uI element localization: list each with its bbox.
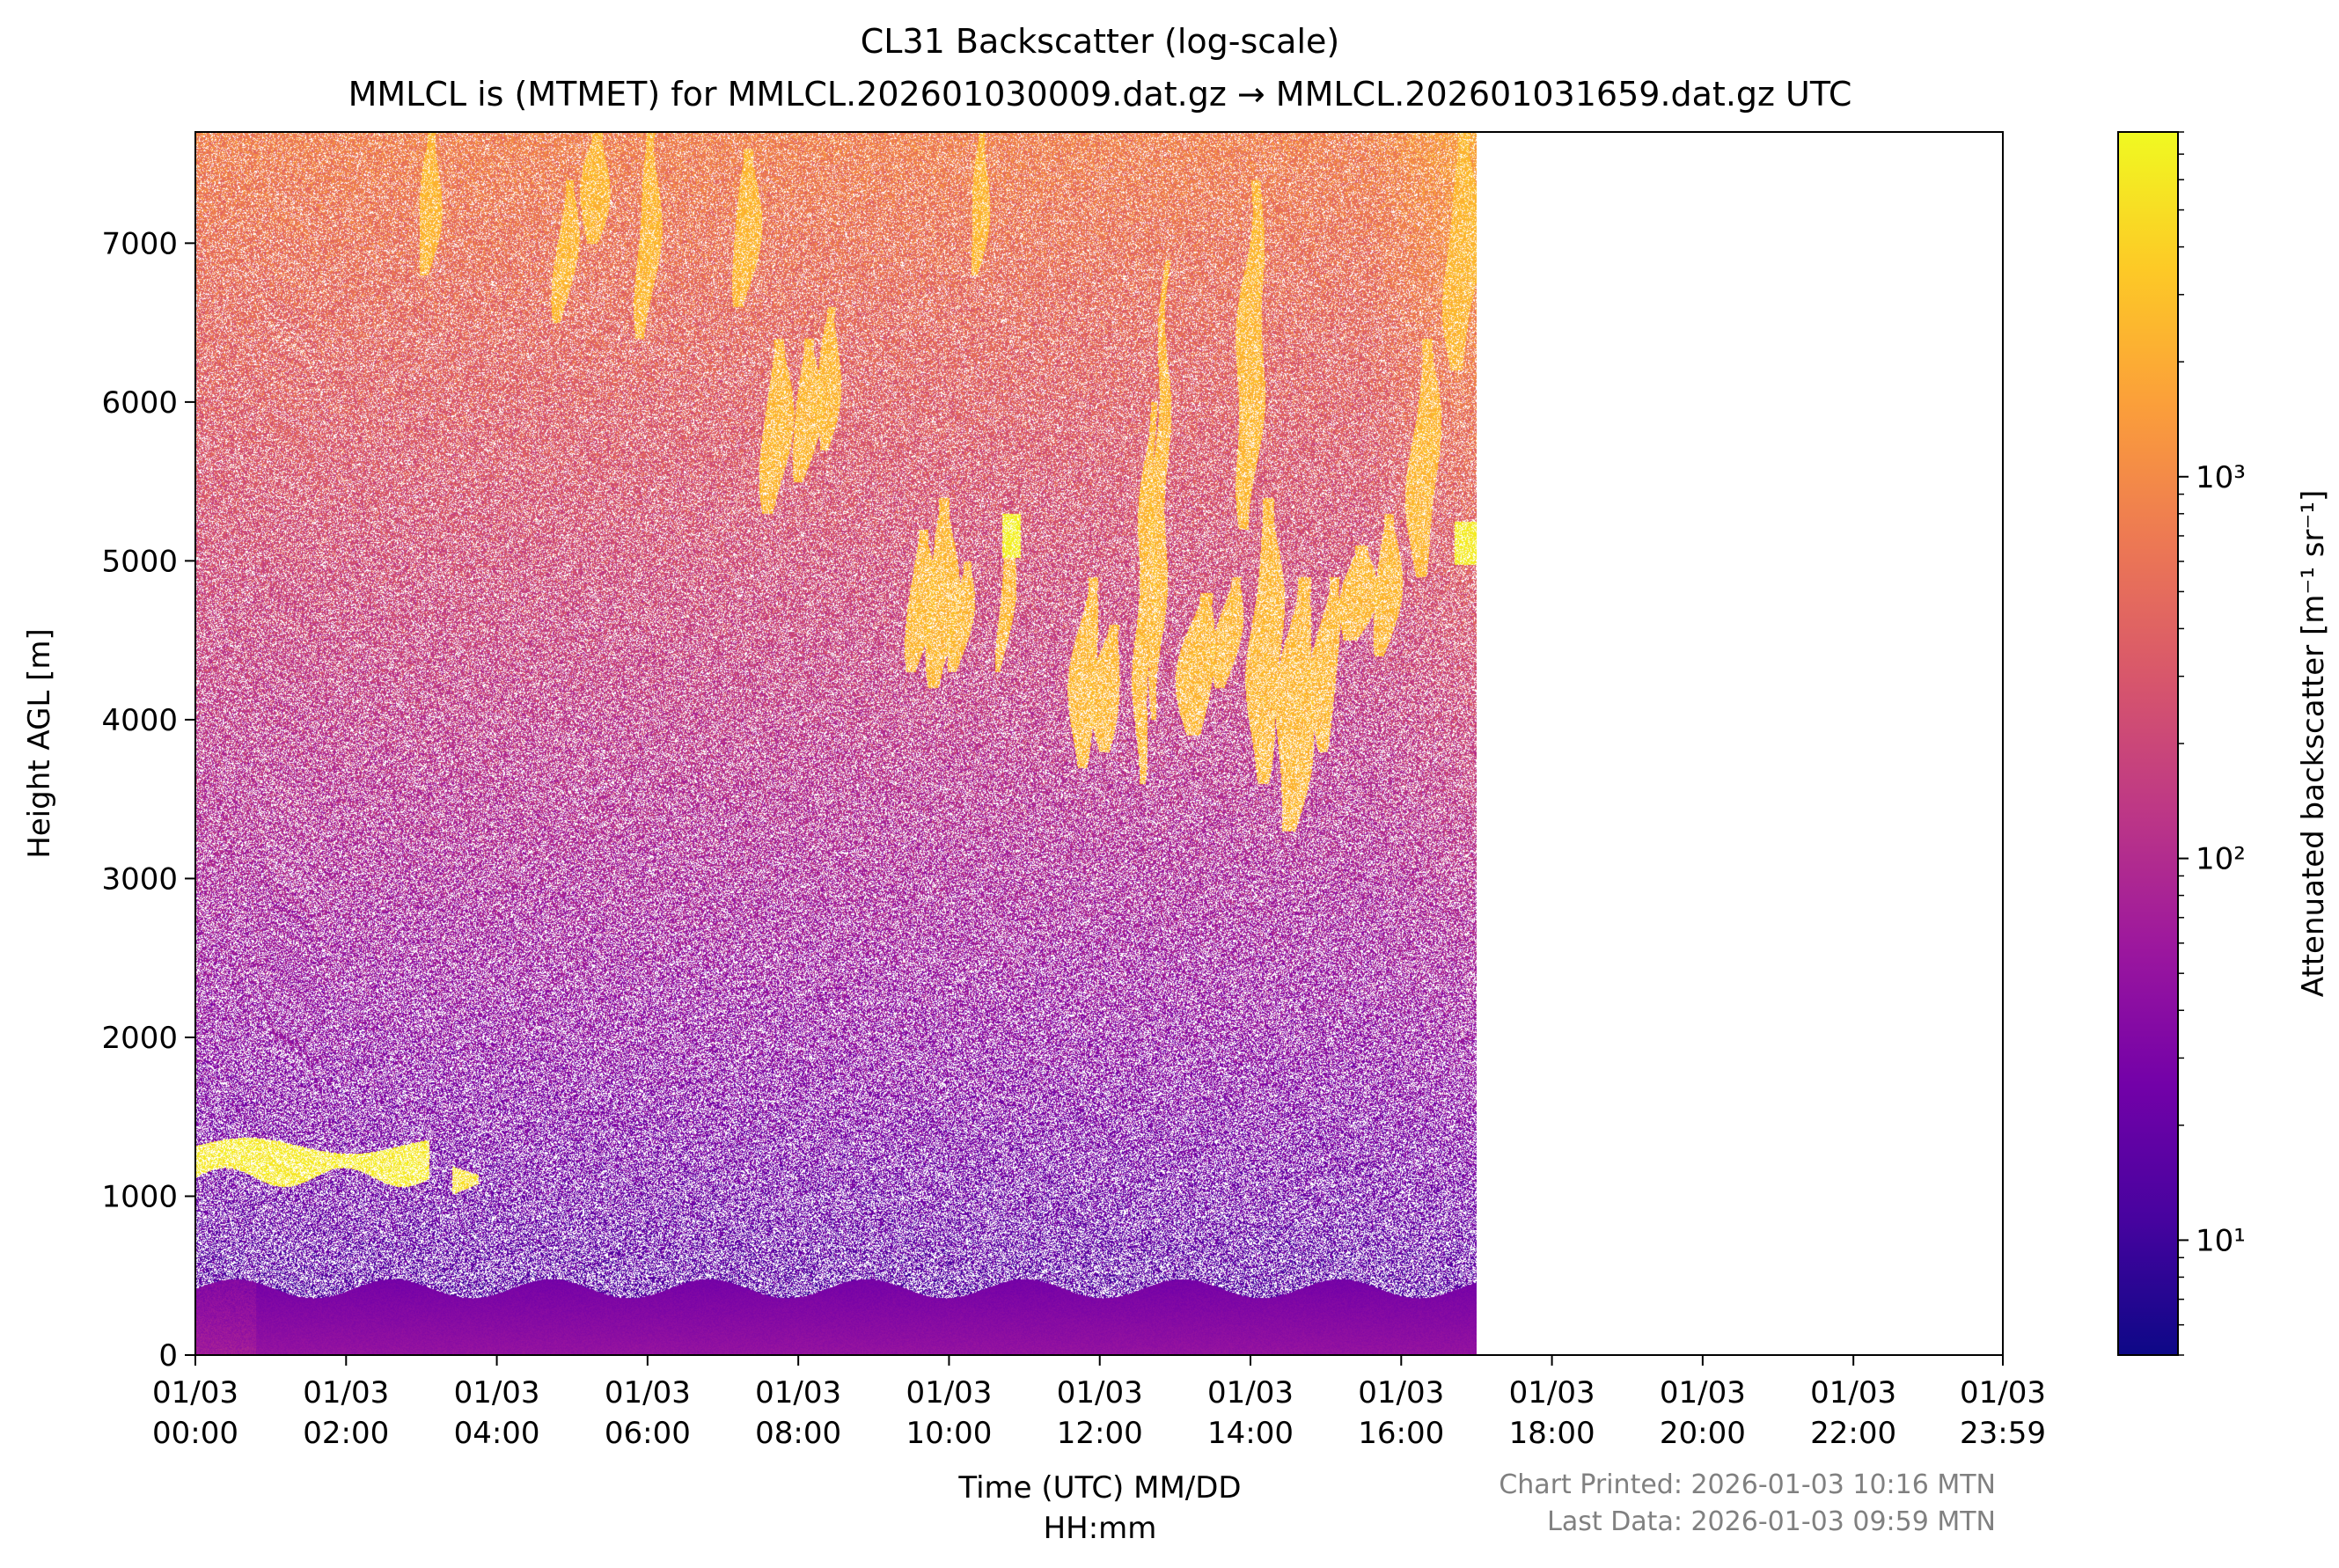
colorbar-gradient [2117,131,2179,1356]
x-tick-label-time: 23:59 [1960,1416,2046,1451]
plot-area [194,131,2004,1356]
y-tick-label: 5000 [101,544,178,579]
y-tick-label: 3000 [101,861,178,897]
x-tick-label-time: 20:00 [1660,1416,1746,1451]
x-axis: 01/03 00:00 01/03 02:00 01/03 04:00 01/03 06:00… [152,1355,2046,1451]
x-tick-label-date: 01/03 [1358,1375,1444,1410]
x-tick-label-date: 01/03 [1660,1375,1746,1410]
y-tick-label: 2000 [101,1021,178,1056]
x-tick-label-date: 01/03 [1057,1375,1143,1410]
footer-printed: Chart Printed: 2026-01-03 10:16 MTN [1499,1469,1996,1500]
x-tick-label-time: 22:00 [1810,1416,1896,1451]
x-tick-label-date: 01/03 [1960,1375,2046,1410]
y-tick-label: 4000 [101,703,178,738]
x-axis-label-line2: HH:mm [1044,1511,1157,1546]
colorbar-tick-label: 10² [2196,842,2246,877]
x-tick-label-date: 01/03 [1509,1375,1595,1410]
y-axis: 0 1000 2000 3000 4000 5000 6000 7000 [101,226,195,1374]
chart-subtitle: MMLCL is (MTMET) for MMLCL.202601030009.… [348,75,1852,114]
colorbar: 10¹ 10² 10³ [2117,131,2246,1356]
x-tick-label-date: 01/03 [1810,1375,1896,1410]
x-axis-label-line1: Time (UTC) MM/DD [957,1470,1241,1506]
y-tick-label: 1000 [101,1179,178,1214]
x-tick-label-date: 01/03 [303,1375,389,1410]
x-tick-label-time: 06:00 [605,1416,691,1451]
chart-title: CL31 Backscatter (log-scale) [861,22,1339,61]
x-tick-label-date: 01/03 [605,1375,691,1410]
x-tick-label-date: 01/03 [152,1375,238,1410]
y-tick-label: 6000 [101,385,178,421]
x-tick-label-time: 00:00 [152,1416,238,1451]
x-tick-label-time: 02:00 [303,1416,389,1451]
colorbar-label: Attenuated backscatter [m⁻¹ sr⁻¹] [2296,490,2331,998]
x-tick-label-date: 01/03 [906,1375,992,1410]
x-tick-label-time: 16:00 [1358,1416,1444,1451]
x-tick-label-time: 12:00 [1057,1416,1143,1451]
x-tick-label-time: 10:00 [906,1416,992,1451]
y-tick-label: 0 [158,1338,178,1374]
colorbar-tick-label: 10¹ [2196,1223,2246,1258]
y-axis-label: Height AGL [m] [22,628,57,859]
x-tick-label-time: 14:00 [1207,1416,1294,1451]
backscatter-heatmap [195,132,1477,1355]
colorbar-tick-label: 10³ [2196,460,2246,495]
x-tick-label-time: 04:00 [454,1416,540,1451]
x-tick-label-time: 18:00 [1509,1416,1595,1451]
footer-last-data: Last Data: 2026-01-03 09:59 MTN [1547,1506,1996,1537]
x-tick-label-time: 08:00 [755,1416,841,1451]
x-tick-label-date: 01/03 [755,1375,841,1410]
x-tick-label-date: 01/03 [1207,1375,1294,1410]
x-tick-label-date: 01/03 [454,1375,540,1410]
y-tick-label: 7000 [101,226,178,261]
